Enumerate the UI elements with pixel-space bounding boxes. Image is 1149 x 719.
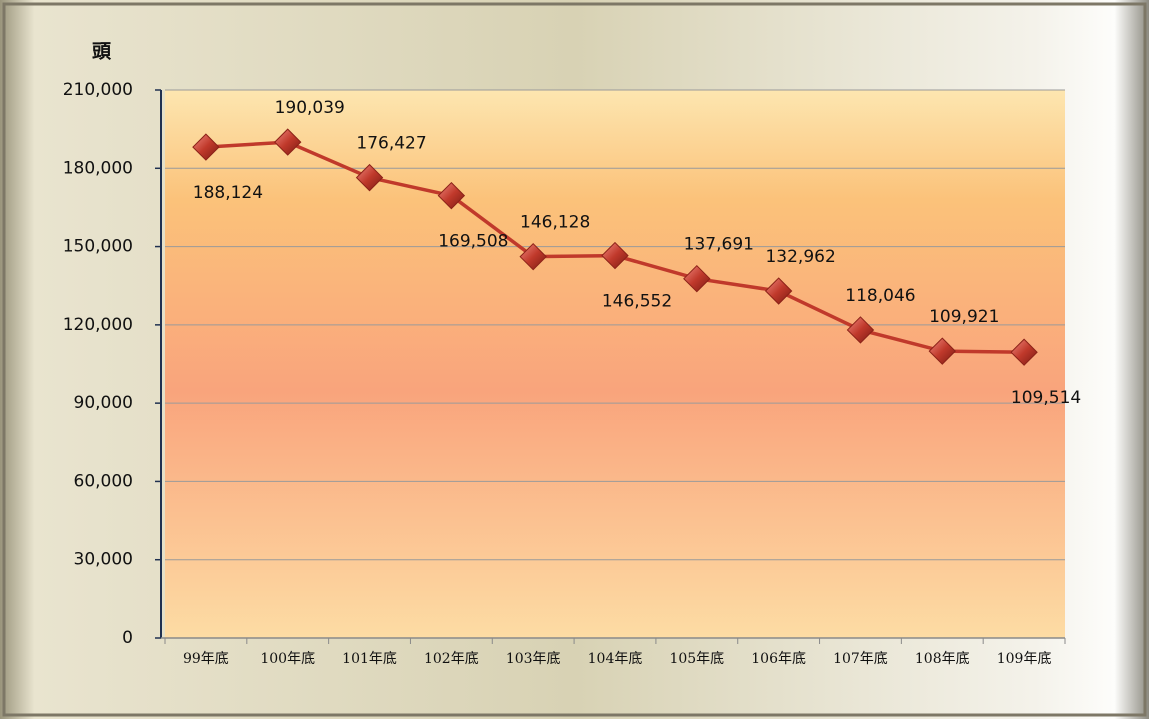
point [274, 128, 302, 156]
x-tick-label: 105年底 [669, 651, 724, 667]
point [192, 133, 220, 161]
data-label: 146,128 [520, 213, 590, 233]
y-tick-label: 150,000 [63, 237, 133, 257]
point [928, 337, 956, 365]
point [764, 277, 793, 305]
data-label: 169,508 [438, 232, 508, 252]
plot-area [165, 90, 1065, 638]
y-tick-label: 210,000 [63, 80, 133, 100]
point [846, 316, 875, 344]
data-label: 190,039 [275, 98, 345, 118]
point [519, 242, 547, 271]
x-tick-label: 100年底 [260, 651, 315, 667]
y-tick-label: 120,000 [63, 315, 133, 335]
x-tick-label: 102年底 [424, 651, 479, 667]
y-tick-label: 30,000 [74, 550, 133, 570]
y-tick-label: 180,000 [63, 158, 133, 178]
point [601, 241, 629, 270]
x-tick-label: 103年底 [506, 651, 561, 667]
x-tick-label: 101年底 [342, 651, 397, 667]
y-tick-label: 60,000 [74, 471, 133, 491]
y-tick-label: 90,000 [74, 393, 133, 413]
data-label: 188,124 [193, 183, 263, 203]
x-tick-label: 109年底 [997, 651, 1052, 667]
y-tick-label: 0 [122, 628, 133, 648]
data-label: 109,514 [1011, 388, 1081, 408]
x-tick-label: 108年底 [915, 651, 970, 667]
x-tick-label: 104年底 [588, 651, 643, 667]
data-label: 146,552 [602, 292, 672, 312]
point [1010, 338, 1038, 366]
data-label: 118,046 [845, 286, 915, 306]
x-tick-label: 99年底 [183, 651, 229, 667]
data-label: 137,691 [684, 235, 754, 255]
point [437, 181, 466, 210]
data-label: 176,427 [356, 134, 426, 154]
point [355, 163, 384, 192]
data-label: 109,921 [929, 307, 999, 327]
point [683, 264, 711, 293]
y-axis-label: 頭 [92, 41, 112, 63]
data-label: 132,962 [765, 247, 835, 267]
x-tick-label: 106年底 [751, 651, 806, 667]
x-tick-label: 107年底 [833, 651, 888, 667]
